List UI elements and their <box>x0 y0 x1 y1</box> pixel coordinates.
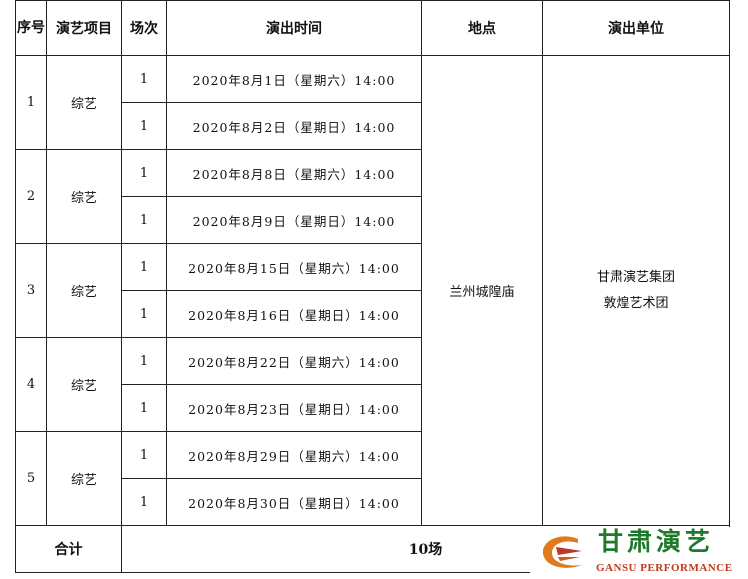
row-program: 综艺 <box>46 337 122 432</box>
header-program: 演艺项目 <box>46 0 122 56</box>
row-no: 3 <box>15 243 47 338</box>
table-row: 2 综艺 1 2020年8月8日（星期六）14:00 <box>15 149 730 244</box>
row-count: 1 <box>121 478 167 526</box>
row-no: 4 <box>15 337 47 432</box>
row-time: 2020年8月30日（星期日）14:00 <box>166 478 422 526</box>
table-row: 1 2020年8月9日（星期日）14:00 <box>16 196 730 244</box>
row-no: 5 <box>15 431 47 526</box>
header-venue: 地点 <box>421 0 543 56</box>
header-unit: 演出单位 <box>542 0 730 56</box>
table-row: 1 综艺 1 2020年8月1日（星期六）14:00 兰州城隍庙 甘肃演艺集团 敦煌艺术团 <box>15 55 730 526</box>
row-count: 1 <box>121 149 167 197</box>
logo-emblem-icon <box>542 536 582 568</box>
row-time: 2020年8月23日（星期日）14:00 <box>166 384 422 432</box>
row-time: 2020年8月29日（星期六）14:00 <box>166 431 422 479</box>
row-time: 2020年8月22日（星期六）14:00 <box>166 337 422 385</box>
unit-line-2: 敦煌艺术团 <box>603 295 669 311</box>
unit-line-1: 甘肃演艺集团 <box>596 269 675 285</box>
row-time: 2020年8月1日（星期六）14:00 <box>166 55 422 103</box>
row-time: 2020年8月9日（星期日）14:00 <box>166 196 422 244</box>
row-time: 2020年8月15日（星期六）14:00 <box>166 243 422 291</box>
venue-cell: 兰州城隍庙 <box>421 55 543 526</box>
header-row: 序号 演艺项目 场次 演出时间 地点 演出单位 <box>15 0 730 56</box>
table-row: 5 综艺 1 2020年8月29日（星期六）14:00 <box>15 431 730 526</box>
row-count: 1 <box>121 102 167 150</box>
row-program: 综艺 <box>46 55 122 150</box>
logo-text-cn: 甘肃演艺 <box>598 527 715 556</box>
table-row: 3 综艺 1 2020年8月15日（星期六）14:00 <box>15 243 730 338</box>
row-no: 2 <box>15 149 47 244</box>
total-label: 合计 <box>15 525 122 573</box>
row-no: 1 <box>15 55 47 150</box>
table-row: 1 2020年8月16日（星期日）14:00 <box>16 290 730 338</box>
row-count: 1 <box>121 384 167 432</box>
logo-text-en: GANSU PERFORMANCE <box>596 562 733 574</box>
header-sessions: 场次 <box>121 0 167 56</box>
row-count: 1 <box>121 243 167 291</box>
row-program: 综艺 <box>46 431 122 526</box>
row-count: 1 <box>121 55 167 103</box>
row-time: 2020年8月16日（星期日）14:00 <box>166 290 422 338</box>
row-time: 2020年8月2日（星期日）14:00 <box>166 102 422 150</box>
header-no: 序号 <box>15 0 47 56</box>
row-program: 综艺 <box>46 243 122 338</box>
row-count: 1 <box>121 337 167 385</box>
schedule-table: 序号 演艺项目 场次 演出时间 地点 演出单位 1 综艺 1 2020年8月1日（星期… <box>15 0 730 573</box>
row-count: 1 <box>121 431 167 479</box>
header-time: 演出时间 <box>166 0 422 56</box>
unit-cell: 甘肃演艺集团 敦煌艺术团 <box>542 55 730 526</box>
table-row: 1 2020年8月23日（星期日）14:00 <box>16 384 730 432</box>
gansu-performance-logo: 甘肃演艺 GANSU PERFORMANCE <box>530 527 733 577</box>
table-row: 1 2020年8月30日（星期日）14:00 <box>16 478 730 526</box>
table-row: 4 综艺 1 2020年8月22日（星期六）14:00 <box>15 337 730 432</box>
row-program: 综艺 <box>46 149 122 244</box>
row-count: 1 <box>121 196 167 244</box>
row-time: 2020年8月8日（星期六）14:00 <box>166 149 422 197</box>
row-count: 1 <box>121 290 167 338</box>
